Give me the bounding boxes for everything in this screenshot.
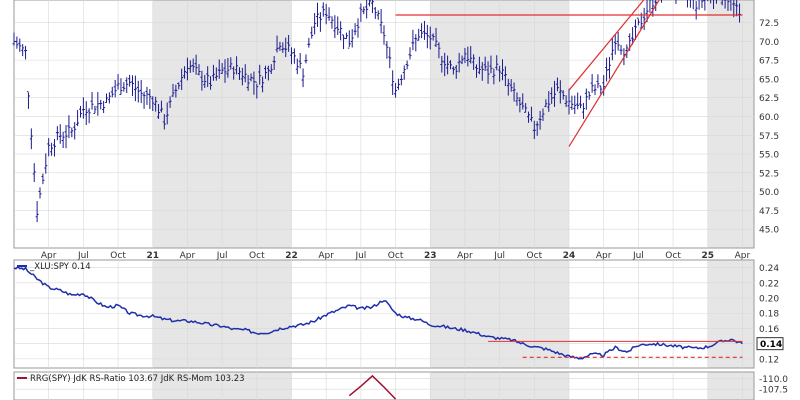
panel-frame	[13, 371, 755, 400]
y-tick-label: 45.0	[759, 226, 779, 236]
x-tick-label: Apr	[180, 251, 196, 261]
x-tick-label: Jul	[354, 251, 366, 261]
x-tick-label: Jul	[216, 251, 228, 261]
x-tick-label: Apr	[41, 251, 57, 261]
y-tick-label: 47.5	[759, 207, 779, 217]
ratio-series-line	[13, 265, 743, 360]
y-tick-label: 50.0	[759, 188, 779, 198]
rrg-legend: RRG(SPY) JdK RS-Ratio 103.67 JdK RS-Mom …	[30, 374, 245, 384]
x-tick-label: Apr	[318, 251, 334, 261]
ratio-panel: 0.24 0.22 0.20 0.18 0.16 0.14 0.12 _XLU:SPY 0.1…	[13, 259, 784, 369]
year-shade	[707, 260, 754, 368]
y-tick-label: 70.0	[759, 38, 779, 48]
year-shade	[707, 372, 754, 400]
x-tick-label: Oct	[110, 251, 126, 261]
x-tick-label: Jul	[77, 251, 89, 261]
y-tick-label: 72.5	[759, 19, 779, 29]
ratio-legend: _XLU:SPY 0.14	[29, 262, 91, 272]
y-tick-label: 55.0	[759, 151, 779, 161]
y-tick-label: 0.16	[759, 325, 779, 335]
x-tick-label: Oct	[527, 251, 543, 261]
y-tick-label: 67.5	[759, 57, 779, 67]
x-tick-label: Jul	[493, 251, 505, 261]
x-tick-label: 23	[424, 251, 437, 261]
panel-frame	[13, 259, 755, 369]
x-tick-label: 25	[701, 251, 714, 261]
y-tick-label: 52.5	[759, 169, 779, 179]
x-tick-label: 24	[563, 251, 576, 261]
y-tick-label: 0.12	[759, 355, 779, 365]
last-value-label: 0.14	[760, 340, 782, 350]
panel-frame	[13, 0, 755, 249]
x-tick-label: Oct	[388, 251, 404, 261]
y-tick-label: 65.0	[759, 75, 779, 85]
channel-line	[568, 0, 660, 147]
last-value-badge	[756, 337, 784, 351]
rrg-panel: -110.0-107.5 RRG(SPY) JdK RS-Ratio 103.67…	[13, 371, 788, 400]
rrg-ratio-line	[348, 374, 397, 400]
x-tick-label: Apr	[596, 251, 612, 261]
y-tick-label: -110.0	[759, 375, 788, 385]
y-tick-label: 0.22	[759, 279, 779, 289]
y-tick-label: 62.5	[759, 94, 779, 104]
y-tick-label: 60.0	[759, 113, 779, 123]
x-tick-label: Apr	[735, 251, 751, 261]
channel-line	[568, 0, 645, 91]
y-tick-label: 0.18	[759, 310, 779, 320]
x-tick-label: Oct	[249, 251, 265, 261]
y-tick-label: 0.20	[759, 295, 779, 305]
y-tick-label: -107.5	[759, 386, 788, 396]
x-tick-label: Apr	[457, 251, 473, 261]
x-tick-label: Jul	[632, 251, 644, 261]
price-panel: 45.0 47.5 50.0 52.5 55.0 57.5 60.0 62.5 65.0 67.5…	[12, 0, 779, 261]
y-tick-label: 57.5	[759, 132, 779, 142]
year-shade	[707, 0, 754, 248]
x-tick-label: Oct	[665, 251, 681, 261]
x-tick-label: 21	[146, 251, 159, 261]
x-tick-label: 22	[285, 251, 298, 261]
y-tick-label: 0.24	[759, 264, 779, 274]
